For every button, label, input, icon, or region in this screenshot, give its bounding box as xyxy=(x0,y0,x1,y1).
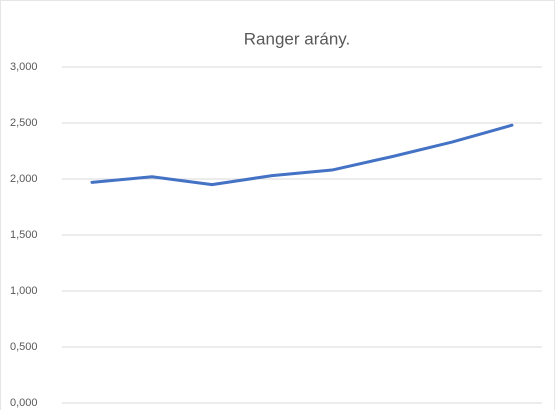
y-tick-label: 1,000 xyxy=(10,285,38,297)
y-tick-label: 2,500 xyxy=(10,117,38,129)
y-tick-label: 2,000 xyxy=(10,173,38,185)
y-tick-label: 3,000 xyxy=(10,61,38,73)
y-tick-label: 0,500 xyxy=(10,341,38,353)
chart-title: Ranger arány. xyxy=(244,29,350,48)
data-line xyxy=(90,123,514,187)
y-tick-label: 1,500 xyxy=(10,229,38,241)
y-tick-label: 0,000 xyxy=(10,397,38,409)
